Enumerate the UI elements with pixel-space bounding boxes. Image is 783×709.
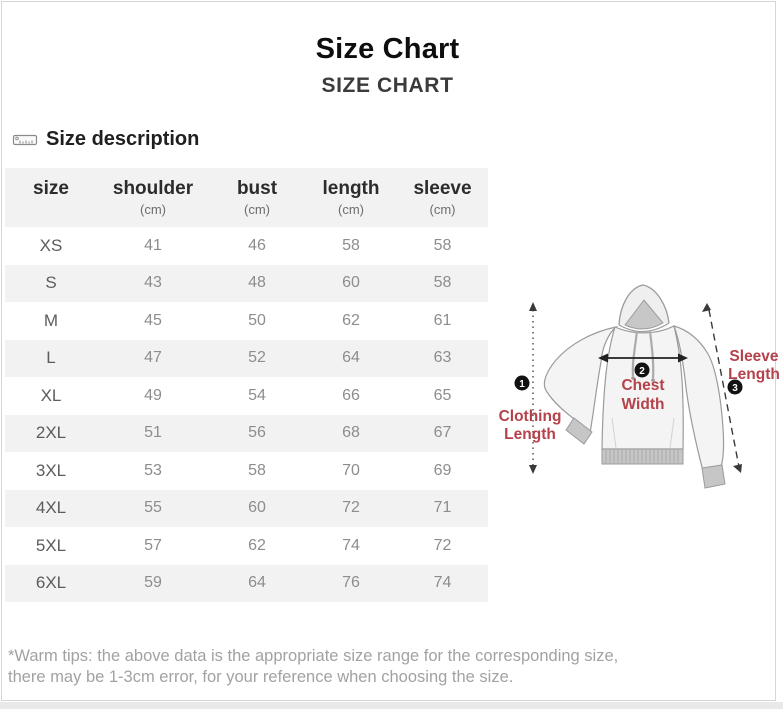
- cell-shoulder: 55: [144, 499, 162, 517]
- table-row: 5XL 57 62 74 72: [5, 527, 488, 565]
- cell-bust: 52: [248, 349, 266, 367]
- ruler-icon: [12, 131, 39, 148]
- cell-bust: 60: [248, 499, 266, 517]
- svg-text:Sleeve: Sleeve: [729, 348, 779, 365]
- bottom-strip: [0, 702, 783, 709]
- table-row: 3XL 53 58 70 69: [5, 452, 488, 490]
- warm-tips: *Warm tips: the above data is the approp…: [8, 646, 708, 688]
- clothing-length-label: Clothing Length: [499, 408, 562, 443]
- marker-2: 2: [634, 362, 650, 378]
- cell-size: XS: [39, 235, 63, 255]
- svg-text:2: 2: [639, 366, 645, 377]
- warm-tips-line1: *Warm tips: the above data is the approp…: [8, 647, 619, 665]
- cell-size: 3XL: [35, 460, 67, 480]
- cell-size: 2XL: [35, 423, 67, 443]
- cell-size: L: [46, 348, 56, 368]
- svg-text:Clothing: Clothing: [499, 408, 562, 425]
- cell-sleeve: 67: [433, 424, 452, 442]
- table-row: XL 49 54 66 65: [5, 377, 488, 415]
- column-header-bust: bust (cm): [236, 178, 278, 217]
- cell-bust: 46: [248, 236, 266, 254]
- cell-length: 60: [342, 274, 360, 292]
- table-row: XS 41 46 58 58: [5, 227, 488, 265]
- cell-length: 62: [342, 311, 360, 329]
- cell-shoulder: 49: [144, 386, 162, 404]
- cell-bust: 48: [248, 274, 266, 292]
- table-row: S 43 48 60 58: [5, 264, 488, 302]
- cell-shoulder: 45: [144, 311, 162, 329]
- svg-text:Chest: Chest: [621, 377, 664, 394]
- hoodie-diagram: 1 Clothing Length 2 Chest Width 3: [488, 268, 783, 508]
- cell-shoulder: 43: [144, 274, 162, 292]
- svg-text:Width: Width: [622, 396, 665, 413]
- cell-sleeve: 61: [433, 311, 452, 329]
- svg-text:3: 3: [732, 383, 738, 394]
- cell-shoulder: 59: [144, 574, 162, 592]
- table-row: 6XL 59 64 76 74: [5, 564, 488, 602]
- cell-size: 4XL: [35, 498, 67, 518]
- cell-shoulder: 57: [144, 536, 162, 554]
- sleeve-length-line: [702, 303, 742, 473]
- cell-length: 72: [342, 499, 360, 517]
- hoodie-drawing: [543, 284, 726, 489]
- cell-sleeve: 58: [433, 236, 452, 254]
- cell-length: 66: [342, 386, 360, 404]
- cell-sleeve: 71: [433, 499, 452, 517]
- svg-text:Length: Length: [504, 426, 556, 443]
- cell-bust: 58: [248, 461, 266, 479]
- marker-3: 3: [727, 379, 743, 395]
- cell-length: 70: [342, 461, 360, 479]
- sleeve-length-label: Sleeve Length: [728, 348, 780, 383]
- clothing-length-line: [529, 302, 537, 474]
- column-header-length: length (cm): [322, 178, 380, 217]
- cell-sleeve: 58: [433, 274, 452, 292]
- cell-sleeve: 63: [433, 349, 452, 367]
- cell-length: 64: [342, 349, 360, 367]
- column-header-shoulder: shoulder (cm): [112, 178, 194, 217]
- svg-text:1: 1: [519, 379, 525, 390]
- cell-size: S: [45, 273, 57, 293]
- page-subtitle: SIZE CHART: [321, 74, 454, 97]
- cell-length: 68: [342, 424, 360, 442]
- cell-length: 76: [342, 574, 360, 592]
- cell-shoulder: 51: [144, 424, 162, 442]
- cell-bust: 62: [248, 536, 266, 554]
- cell-size: 5XL: [35, 535, 67, 555]
- cell-sleeve: 72: [433, 536, 452, 554]
- cell-sleeve: 69: [433, 461, 452, 479]
- table-row: M 45 50 62 61: [5, 302, 488, 340]
- marker-1: 1: [514, 375, 530, 391]
- cell-size: M: [43, 310, 59, 330]
- cell-bust: 56: [248, 424, 266, 442]
- cell-size: 6XL: [35, 573, 67, 593]
- size-table: size shoulder (cm) bust (cm) length (cm) sl…: [5, 168, 488, 602]
- svg-text:Length: Length: [728, 366, 780, 383]
- column-header-sleeve: sleeve (cm): [413, 178, 472, 217]
- table-row: 2XL 51 56 68 67: [5, 414, 488, 452]
- cell-shoulder: 41: [144, 236, 162, 254]
- chest-width-arrow: [598, 353, 688, 363]
- cell-bust: 64: [248, 574, 266, 592]
- cell-length: 74: [342, 536, 360, 554]
- cell-sleeve: 74: [433, 574, 452, 592]
- warm-tips-line2: there may be 1-3cm error, for your refer…: [8, 668, 514, 686]
- cell-shoulder: 53: [144, 461, 162, 479]
- size-description-label: Size description: [46, 128, 200, 150]
- cell-bust: 50: [248, 311, 266, 329]
- size-description-row: Size description: [12, 128, 199, 151]
- table-header-row: size shoulder (cm) bust (cm) length (cm) sl…: [5, 168, 488, 227]
- page-title: Size Chart: [315, 33, 460, 65]
- cell-shoulder: 47: [144, 349, 162, 367]
- cell-length: 58: [342, 236, 360, 254]
- chest-width-label: Chest Width: [621, 377, 664, 413]
- table-row: L 47 52 64 63: [5, 339, 488, 377]
- cell-size: XL: [40, 385, 62, 405]
- table-row: 4XL 55 60 72 71: [5, 489, 488, 527]
- cell-bust: 54: [248, 386, 266, 404]
- cell-sleeve: 65: [433, 386, 452, 404]
- column-header-size: size: [33, 178, 69, 199]
